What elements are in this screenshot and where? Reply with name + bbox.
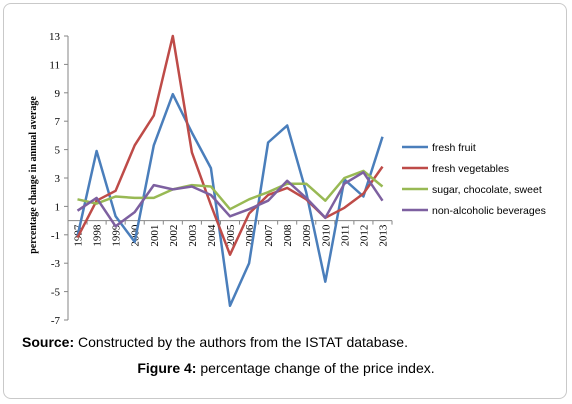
x-tick-label: 2001 bbox=[149, 225, 161, 247]
chart-legend: fresh fruit fresh vegetables sugar, chocol… bbox=[402, 142, 546, 217]
x-tick-label: 1999 bbox=[111, 224, 123, 247]
x-tick-label: 2005 bbox=[225, 224, 237, 247]
y-tick-label: 1 bbox=[55, 201, 61, 213]
legend-entry: fresh fruit bbox=[432, 142, 476, 154]
x-tick-label: 2013 bbox=[377, 224, 389, 247]
source-label: Source: bbox=[22, 334, 75, 350]
legend-entry: sugar, chocolate, sweet bbox=[432, 184, 542, 196]
y-tick-label: -1 bbox=[51, 230, 60, 242]
source-note: Source: Constructed by the authors from … bbox=[22, 334, 562, 350]
y-tick-label: -5 bbox=[51, 287, 61, 299]
y-tick-label: 11 bbox=[49, 59, 60, 71]
y-tick-label: 7 bbox=[55, 116, 61, 128]
y-tick-label: 9 bbox=[55, 88, 61, 100]
x-tick-label: 1998 bbox=[92, 224, 104, 247]
x-tick-label: 2010 bbox=[320, 224, 332, 247]
x-tick-label: 2002 bbox=[168, 225, 180, 247]
x-tick-label: 2003 bbox=[187, 224, 199, 247]
y-axis-label: percentage change in annual average bbox=[28, 96, 39, 254]
series-line-sugar-chocolate-sweet bbox=[77, 169, 384, 211]
figure-caption: Figure 4: percentage change of the price… bbox=[0, 360, 572, 376]
y-tick-label: 5 bbox=[55, 145, 61, 157]
series-line-fresh-fruit bbox=[76, 92, 384, 308]
y-tick-label: 13 bbox=[49, 31, 61, 43]
legend-entry: fresh vegetables bbox=[432, 163, 509, 175]
series-line-fresh-vegetables bbox=[76, 34, 384, 256]
y-tick-label: -3 bbox=[51, 258, 61, 270]
y-tick-label: 3 bbox=[55, 173, 61, 185]
chart-series bbox=[76, 34, 384, 308]
source-text: Constructed by the authors from the ISTA… bbox=[74, 334, 408, 350]
legend-entry: non-alcoholic beverages bbox=[432, 205, 546, 217]
x-tick-label: 2004 bbox=[206, 224, 218, 247]
y-tick-label: -7 bbox=[51, 315, 61, 327]
caption-label: Figure 4: bbox=[137, 360, 197, 376]
x-tick-label: 2007 bbox=[263, 224, 275, 247]
x-tick-label: 2008 bbox=[282, 224, 294, 247]
x-tick-label: 2012 bbox=[358, 225, 370, 247]
x-tick-label: 2009 bbox=[301, 224, 313, 247]
x-tick-label: 2011 bbox=[339, 225, 351, 247]
caption-text: percentage change of the price index. bbox=[196, 360, 435, 376]
series-line-non-alcoholic-beverages bbox=[76, 171, 384, 228]
